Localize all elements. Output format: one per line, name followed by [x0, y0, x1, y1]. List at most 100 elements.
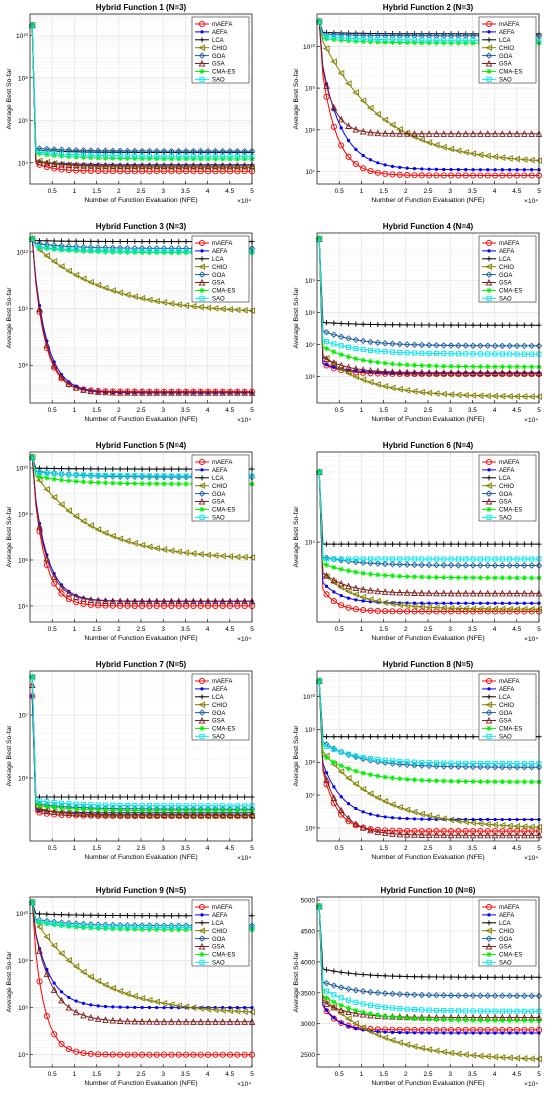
data-point [219, 389, 227, 396]
data-point [138, 294, 146, 302]
data-point [455, 351, 461, 357]
series-line [318, 471, 539, 594]
data-point [521, 763, 528, 771]
data-point [521, 351, 527, 357]
legend-label: SAO [212, 78, 225, 84]
data-point [433, 369, 440, 376]
data-point [499, 556, 505, 562]
data-point [381, 829, 389, 837]
data-point [456, 167, 461, 172]
data-point [397, 37, 403, 43]
data-point [339, 795, 343, 799]
legend-marker [199, 37, 205, 43]
data-point [448, 363, 454, 369]
data-point [470, 734, 476, 740]
data-point [51, 794, 57, 800]
data-point [176, 153, 182, 159]
data-point [65, 507, 72, 515]
data-point [81, 1001, 86, 1005]
data-point [124, 162, 131, 169]
series-gsa [315, 468, 543, 597]
legend-label: SAO [212, 961, 225, 967]
data-point [476, 1052, 484, 1060]
data-point [323, 571, 330, 579]
data-point [521, 364, 527, 370]
data-point [197, 811, 205, 818]
data-point [477, 322, 483, 328]
data-point [154, 153, 160, 159]
data-point [146, 481, 153, 487]
legend-label: GOA [499, 273, 512, 279]
data-point [432, 1047, 440, 1055]
data-point [491, 342, 499, 350]
data-point [50, 160, 58, 167]
data-point [59, 990, 64, 994]
x-tick-label: 3 [161, 626, 165, 633]
data-point [360, 1009, 366, 1015]
x-tick-label: 0.5 [335, 845, 344, 852]
data-point [382, 973, 388, 979]
data-point [529, 556, 535, 562]
legend-marker [198, 482, 206, 490]
data-point [44, 794, 50, 800]
x-tick-label: 4 [206, 1071, 210, 1078]
data-point [434, 167, 439, 171]
data-point [367, 559, 374, 567]
data-point [228, 1006, 232, 1010]
data-point [189, 303, 197, 310]
data-point [477, 763, 484, 771]
data-point [354, 147, 358, 151]
legend-marker [485, 239, 493, 247]
data-point [162, 1005, 166, 1010]
data-point [388, 384, 396, 392]
data-point [337, 1010, 345, 1017]
data-point [139, 794, 145, 800]
data-point [154, 238, 160, 245]
data-point [190, 808, 196, 814]
data-point [367, 39, 374, 45]
data-point [506, 831, 514, 839]
data-point [182, 389, 190, 396]
data-point [109, 1016, 117, 1024]
data-point [339, 1021, 343, 1025]
data-point [521, 831, 528, 839]
legend-label: SAO [499, 516, 512, 522]
data-point [176, 808, 182, 814]
legend-marker [198, 942, 206, 950]
data-point [138, 162, 146, 170]
data-point [529, 541, 535, 547]
data-point [95, 249, 101, 255]
data-point [58, 466, 65, 472]
data-point [470, 974, 476, 980]
data-point [154, 808, 160, 814]
data-point [440, 815, 447, 822]
legend-marker [199, 733, 205, 739]
data-point [123, 291, 131, 299]
legend-marker [485, 44, 493, 52]
data-point [449, 601, 453, 605]
data-point [330, 359, 338, 366]
y-tick-label: 10⁸ [305, 310, 315, 317]
data-point [43, 163, 50, 171]
data-point [492, 556, 498, 562]
chart-title: Hybrid Function 6 (N=4) [383, 441, 474, 450]
data-point [506, 130, 514, 137]
legend-label: mAEFA [499, 241, 519, 247]
data-point [139, 238, 145, 245]
data-point [492, 974, 498, 980]
data-point [204, 304, 212, 312]
data-point [101, 284, 109, 292]
data-point [176, 466, 182, 472]
data-point [425, 831, 433, 839]
data-point [183, 156, 189, 162]
data-point [492, 351, 498, 357]
legend-marker [485, 903, 493, 911]
data-point [388, 600, 396, 608]
data-point [419, 777, 425, 783]
data-point [58, 800, 65, 806]
y-tick-label: 4500 [301, 929, 316, 936]
data-point [80, 386, 87, 393]
series-gsa [28, 681, 256, 818]
x-tick-label: 4.5 [225, 188, 234, 195]
